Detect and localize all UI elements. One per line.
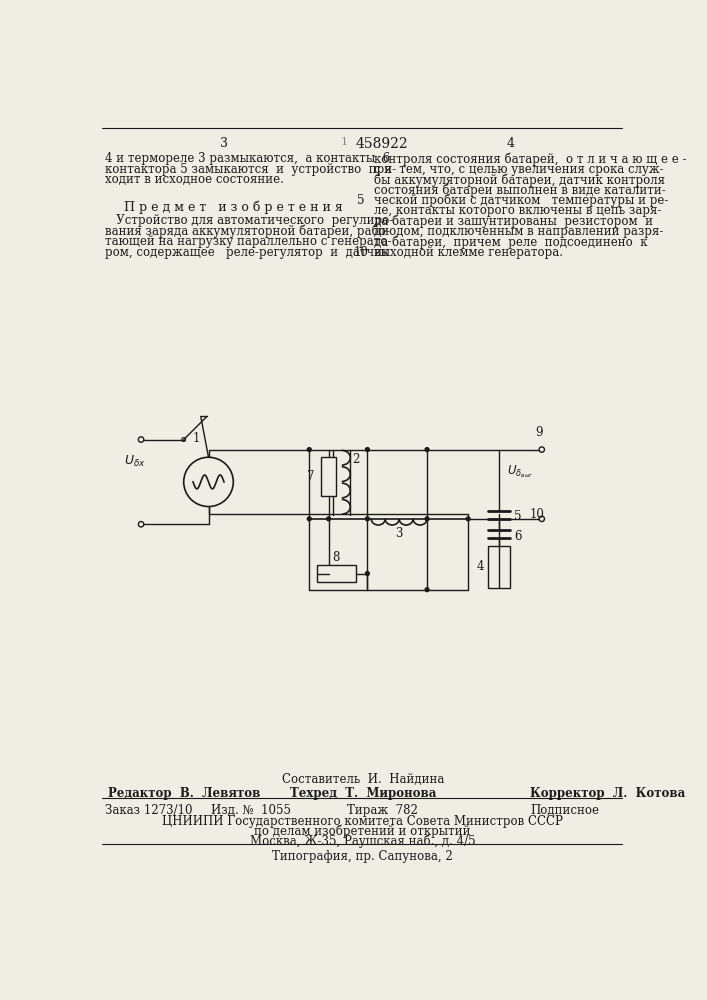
Bar <box>317 565 356 582</box>
Text: контроля состояния батарей,  о т л и ч а ю щ е е -: контроля состояния батарей, о т л и ч а … <box>373 152 686 166</box>
Text: Москва, Ж-35, Раушская наб., д. 4/5: Москва, Ж-35, Раушская наб., д. 4/5 <box>250 835 476 848</box>
Text: $U_{\delta x}$: $U_{\delta x}$ <box>124 453 146 469</box>
Text: 5: 5 <box>514 510 521 523</box>
Circle shape <box>425 588 429 592</box>
Text: Заказ 1273/10: Заказ 1273/10 <box>105 804 193 817</box>
Circle shape <box>425 517 429 521</box>
Text: Техред  Т.  Миронова: Техред Т. Миронова <box>290 787 436 800</box>
Text: 1: 1 <box>193 432 200 445</box>
Circle shape <box>425 448 429 451</box>
Bar <box>489 546 510 588</box>
Circle shape <box>366 517 369 521</box>
Text: $U_{\delta_{выг}}$: $U_{\delta_{выг}}$ <box>507 463 534 480</box>
Text: 3: 3 <box>220 137 228 150</box>
Text: выходной клемме генератора.: выходной клемме генератора. <box>373 246 563 259</box>
Text: ле, контакты которого включены в цепь заря-: ле, контакты которого включены в цепь за… <box>373 204 661 217</box>
Text: 4: 4 <box>476 560 484 573</box>
Text: 4: 4 <box>507 137 515 150</box>
Circle shape <box>366 572 369 575</box>
Text: ром, содержащее   реле-регулятор  и  датчик: ром, содержащее реле-регулятор и датчик <box>105 246 390 259</box>
Text: Типография, пр. Сапунова, 2: Типография, пр. Сапунова, 2 <box>272 850 453 863</box>
Text: 9: 9 <box>536 426 543 439</box>
Text: вания заряда аккумуляторной батареи, рабо-: вания заряда аккумуляторной батареи, раб… <box>105 225 390 238</box>
Text: 7: 7 <box>307 470 315 483</box>
Text: 10: 10 <box>354 246 368 259</box>
Text: Подписное: Подписное <box>530 804 599 817</box>
Text: ческой пробки с датчиком   температуры и ре-: ческой пробки с датчиком температуры и р… <box>373 194 668 207</box>
Text: Изд. №  1055: Изд. № 1055 <box>211 804 291 817</box>
Text: 458922: 458922 <box>356 137 409 151</box>
Text: 1: 1 <box>341 137 348 147</box>
Text: 4 и термореле 3 размыкаются,  а контакты  6: 4 и термореле 3 размыкаются, а контакты … <box>105 152 391 165</box>
Circle shape <box>308 517 311 521</box>
Circle shape <box>308 448 311 451</box>
Text: 5: 5 <box>358 194 365 207</box>
Text: контактора 5 замыкаются  и  устройство  при-: контактора 5 замыкаются и устройство при… <box>105 163 397 176</box>
Text: бы аккумуляторной батареи, датчик контроля: бы аккумуляторной батареи, датчик контро… <box>373 173 665 187</box>
Text: ЦНИИПИ Государственного комитета Совета Министров СССР: ЦНИИПИ Государственного комитета Совета … <box>163 815 563 828</box>
Text: да батареи,  причем  реле  подсоединено  к: да батареи, причем реле подсоединено к <box>373 235 647 249</box>
Text: Корректор  Л.  Котова: Корректор Л. Котова <box>530 787 685 800</box>
Text: по делам изобретений и открытий: по делам изобретений и открытий <box>255 825 471 838</box>
Circle shape <box>366 448 369 451</box>
Text: да батареи и зашунтированы  резистором  и: да батареи и зашунтированы резистором и <box>373 215 653 228</box>
Text: Редактор  В.  Левятов: Редактор В. Левятов <box>107 787 260 800</box>
Text: состояния батареи выполнен в виде каталити-: состояния батареи выполнен в виде катали… <box>373 184 665 197</box>
Circle shape <box>327 517 331 521</box>
Text: ходит в исходное состояние.: ходит в исходное состояние. <box>105 173 284 186</box>
Text: с я  тем, что, с целью увеличения срока служ-: с я тем, что, с целью увеличения срока с… <box>373 163 663 176</box>
Text: 2: 2 <box>353 453 360 466</box>
Text: Тираж  782: Тираж 782 <box>347 804 419 817</box>
Text: 6: 6 <box>514 530 521 543</box>
Text: тающей на нагрузку параллельно с генерато-: тающей на нагрузку параллельно с генерат… <box>105 235 392 248</box>
Text: 10: 10 <box>530 508 544 521</box>
Text: Составитель  И.  Найдина: Составитель И. Найдина <box>281 773 444 786</box>
Text: 8: 8 <box>333 551 340 564</box>
Text: П р е д м е т   и з о б р е т е н и я: П р е д м е т и з о б р е т е н и я <box>124 200 343 214</box>
Bar <box>321 457 337 496</box>
Circle shape <box>466 517 470 521</box>
Text: Устройство для автоматического  регулиро-: Устройство для автоматического регулиро- <box>105 214 394 227</box>
Text: 3: 3 <box>395 527 403 540</box>
Text: диодом, подключенным в направлении разря-: диодом, подключенным в направлении разря… <box>373 225 663 238</box>
